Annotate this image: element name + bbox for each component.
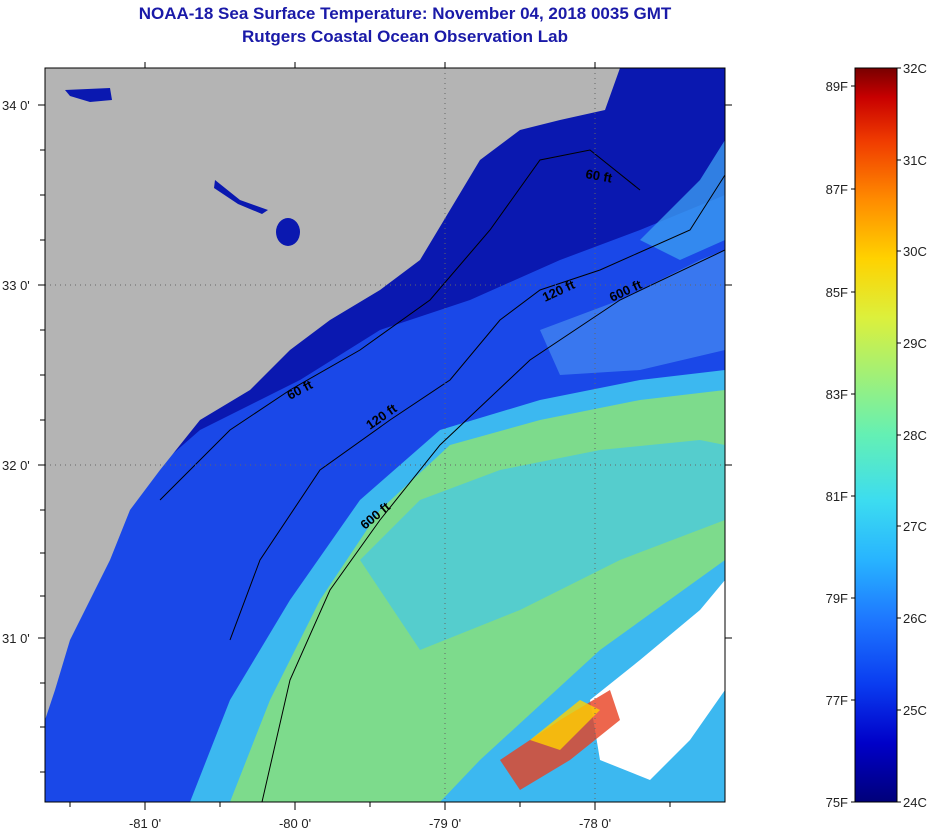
warm-spot: [530, 700, 600, 750]
colorbar-f-label: 81F: [826, 489, 848, 504]
gulf-stream-edge: [640, 140, 725, 260]
map-subtitle: Rutgers Coastal Ocean Observation Lab: [242, 27, 568, 46]
colorbar-ticks: [851, 67, 901, 803]
lake: [276, 218, 300, 246]
map-area: 60 ft 120 ft 600 ft 60 ft 120 ft 600 ft: [45, 68, 725, 802]
lon-label: -78 0': [579, 816, 611, 831]
colorbar-c-label: 26C: [903, 611, 927, 626]
colorbar-c-label: 24C: [903, 795, 927, 810]
colorbar-c-label: 29C: [903, 336, 927, 351]
cloud-area: [590, 580, 725, 780]
contour-label: 60 ft: [584, 166, 614, 186]
colorbar-f-label: 85F: [826, 285, 848, 300]
lat-label: 33 0': [2, 278, 30, 293]
colorbar-c-label: 30C: [903, 244, 927, 259]
contour-60ft: [159, 149, 641, 501]
colorbar-f-label: 87F: [826, 182, 848, 197]
colorbar-c-label: 32C: [903, 61, 927, 76]
colorbar-f-label: 79F: [826, 591, 848, 606]
colorbar-c-label: 27C: [903, 519, 927, 534]
lat-label: 32 0': [2, 458, 30, 473]
colorbar-f-label: 75F: [826, 795, 848, 810]
cool-patch: [360, 440, 725, 650]
colorbar: [854, 67, 898, 803]
lon-label: -81 0': [129, 816, 161, 831]
tick-marks: [38, 62, 732, 810]
land: [45, 68, 620, 720]
colorbar-f-label: 83F: [826, 387, 848, 402]
north-offshore: [540, 250, 725, 375]
map-frame: [44, 67, 726, 803]
colorbar-c-label: 31C: [903, 153, 927, 168]
contour-120ft: [229, 174, 725, 641]
colorbar-f-label: 89F: [826, 79, 848, 94]
lon-label: -79 0': [429, 816, 461, 831]
lat-label: 31 0': [2, 631, 30, 646]
inland-water-2: [214, 180, 268, 214]
inland-water: [65, 88, 112, 102]
colorbar-f-label: 77F: [826, 693, 848, 708]
lon-label: -80 0': [279, 816, 311, 831]
contour-600ft: [261, 249, 725, 802]
graticule: [45, 68, 725, 802]
colorbar-c-label: 28C: [903, 428, 927, 443]
map-title: NOAA-18 Sea Surface Temperature: Novembe…: [138, 4, 672, 23]
colorbar-c-label: 25C: [903, 703, 927, 718]
lat-label: 34 0': [2, 98, 30, 113]
